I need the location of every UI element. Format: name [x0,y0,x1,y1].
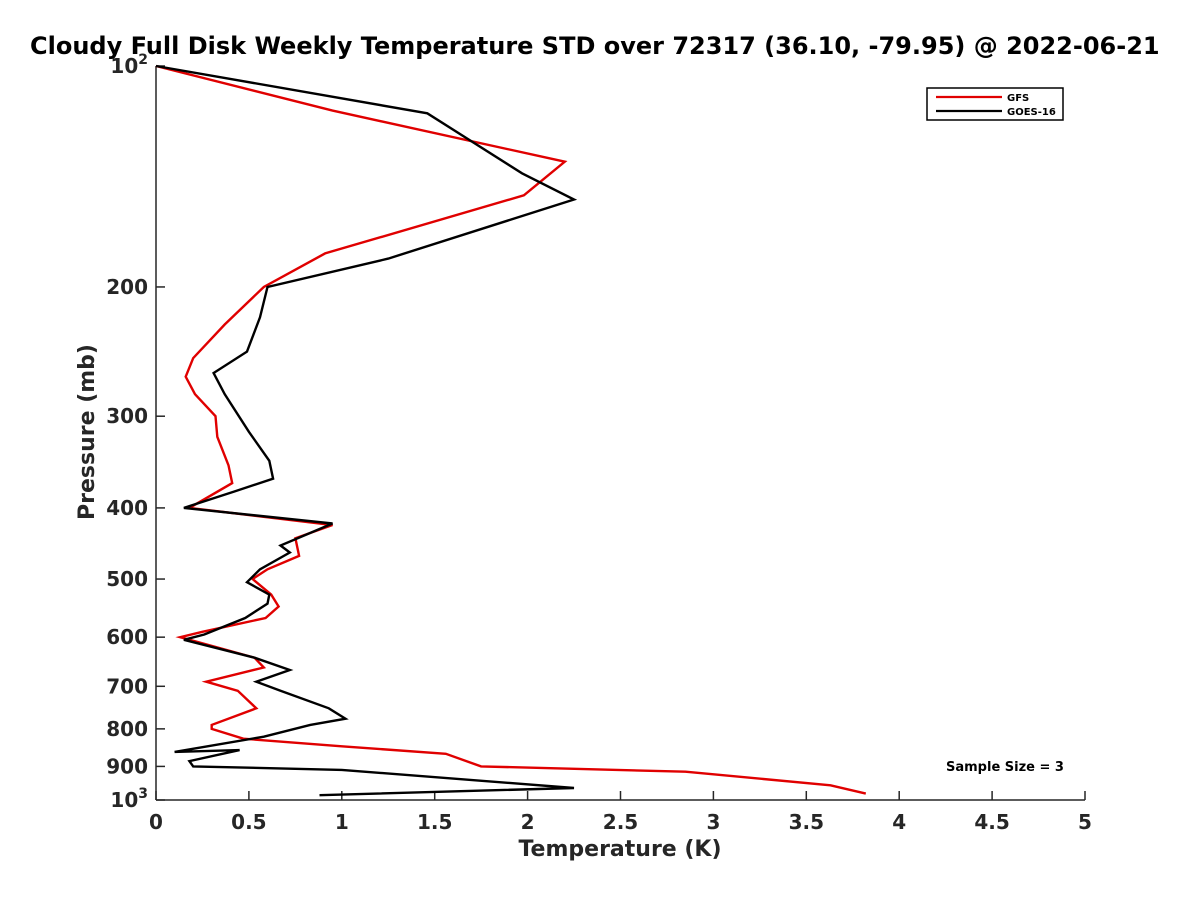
y-tick-label: 900 [106,754,148,778]
x-tick-label: 0 [149,810,163,834]
y-tick-label: 300 [106,404,148,428]
legend-label-goes16: GOES-16 [1007,107,1056,118]
x-axis-label: Temperature (K) [518,837,721,862]
y-axis-label: Pressure (mb) [75,344,100,520]
x-tick-label: 1.5 [417,810,452,834]
sample-size-annotation: Sample Size = 3 [946,760,1064,775]
series-line-gfs [155,64,867,795]
plot-background [156,66,1085,800]
legend-box [926,87,1064,121]
y-tick-label: 200 [106,275,148,299]
y-tick-label: 600 [106,625,148,649]
plot-area [156,66,1085,800]
legend: GFS GOES-16 [926,87,1064,121]
y-tick-label: 102 [110,52,148,78]
x-axis: 0 0.5 1 1.5 2 2.5 3 3.5 4 4.5 5 [149,791,1092,834]
x-tick-label: 5 [1078,810,1092,834]
x-tick-label: 4 [892,810,906,834]
x-tick-label: 3.5 [789,810,824,834]
x-tick-label: 2 [521,810,535,834]
series-line-goes16 [155,64,578,797]
series-layer [155,64,867,797]
x-tick-label: 2.5 [603,810,638,834]
y-tick-label: 500 [106,567,148,591]
x-tick-label: 3 [706,810,720,834]
y-tick-label: 800 [106,717,148,741]
x-tick-label: 0.5 [231,810,266,834]
x-tick-label: 1 [335,810,349,834]
y-axis: 102 200 300 400 500 600 700 800 900 103 [106,52,165,812]
y-tick-label: 400 [106,496,148,520]
y-tick-label: 103 [110,786,148,812]
y-tick-label: 700 [106,674,148,698]
legend-label-gfs: GFS [1007,93,1029,104]
x-tick-label: 4.5 [974,810,1009,834]
chart-title: Cloudy Full Disk Weekly Temperature STD … [30,32,1160,60]
